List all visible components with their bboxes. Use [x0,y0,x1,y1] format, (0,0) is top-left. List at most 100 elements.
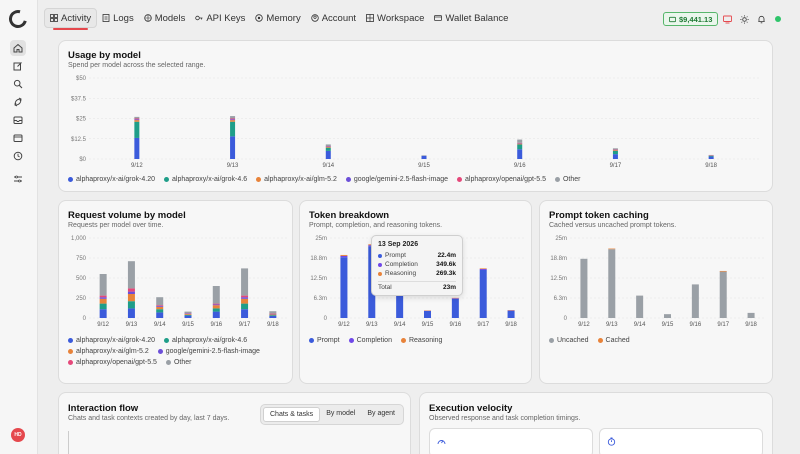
card-subtitle: Chats and task contexts created by day, … [68,415,230,422]
bar-segment [99,298,107,304]
sun-icon[interactable] [738,13,750,25]
legend-item[interactable]: alphaproxy/x-ai/grok-4.20 [68,337,155,344]
y-tick-label: 25m [315,236,327,242]
tooltip-value: 269.3k [436,270,456,277]
request-volume-chart: 1,000 750 500 250 0 9/12 9/13 9/14 9/15 9/16 9/17 9… [71,236,287,328]
folder-icon[interactable] [10,130,26,146]
legend-label: alphaproxy/x-ai/glm-5.2 [76,348,149,355]
x-tick-label: 9/15 [662,322,674,328]
bar-segment [479,268,487,270]
caching-legend: Uncached Cached [549,337,630,344]
prompt-caching-chart: 25m 18.8m 12.5m 6.3m 0 9/12 9/13 9/14 9/15 9/16 9/… [550,236,765,328]
x-tick-label: 9/14 [634,322,646,328]
legend-dot [165,360,171,365]
bar-segment [719,270,727,272]
legend-dot [68,360,73,365]
legend-item[interactable]: google/gemini-2.5-flash-image [345,176,448,183]
nav-label: Wallet Balance [445,12,509,24]
legend-item[interactable]: alphaproxy/x-ai/grok-4.6 [164,176,247,183]
legend-item[interactable]: Prompt [309,337,340,344]
edit-icon[interactable] [10,58,26,74]
card-subtitle: Prompt, completion, and reasoning tokens… [309,222,443,229]
bar-segment [241,309,249,318]
nav-activity[interactable]: Activity [44,8,98,30]
legend-label: alphaproxy/x-ai/glm-5.2 [264,176,337,183]
settings-sliders-icon[interactable] [10,171,26,187]
legend-dot [554,177,560,182]
nav-workspace[interactable]: Workspace [361,8,429,28]
bar-segment [608,249,616,318]
legend-label: Other [562,176,581,183]
bar-segment [269,316,277,318]
x-tick-label: 9/18 [267,322,279,328]
nav-logs[interactable]: Logs [97,8,139,28]
bar-segment [212,304,220,306]
bar-segment [340,255,348,258]
main-nav: Activity Logs Models API Keys Memory Acc… [44,8,513,30]
bar-segment [156,306,164,310]
legend-item[interactable]: alphaproxy/openai/gpt-5.5 [68,359,157,366]
bar-segment [134,119,140,121]
legend-dot [348,338,354,343]
app-logo[interactable] [5,6,31,32]
bell-icon[interactable] [755,13,767,25]
legend-dot [68,349,73,354]
legend-item[interactable]: Reasoning [400,337,442,344]
tokens-legend: Prompt Completion Reasoning [309,337,442,344]
wallet-badge[interactable]: $9,441.13 [663,12,719,26]
legend-item[interactable]: alphaproxy/x-ai/grok-4.6 [164,337,247,344]
legend-item[interactable]: alphaproxy/x-ai/glm-5.2 [256,176,337,183]
gauge-icon [437,440,446,445]
tooltip-value: 349.6k [436,261,456,268]
x-tick-label: 9/15 [422,322,434,328]
bar-segment [230,116,236,119]
legend-item[interactable]: Cached [597,337,630,344]
nav-memory[interactable]: Memory [250,8,305,28]
bar-segment [212,286,220,304]
y-tick-label: $25 [76,117,87,123]
inbox-icon[interactable] [10,112,26,128]
bar-segment [612,150,618,155]
nav-wallet-balance[interactable]: Wallet Balance [429,8,513,28]
bar-segment [241,303,249,310]
display-icon[interactable] [721,13,733,25]
legend-dot [256,177,262,182]
search-icon[interactable] [10,76,26,92]
legend-item[interactable]: alphaproxy/x-ai/grok-4.20 [68,176,155,183]
card-title: Prompt token caching [549,210,649,221]
x-tick-label: 9/14 [154,322,166,328]
legend-item[interactable]: alphaproxy/x-ai/glm-5.2 [68,348,149,355]
legend-label: alphaproxy/x-ai/grok-4.6 [172,337,248,344]
legend-item[interactable]: Other [554,176,581,183]
nav-account[interactable]: Account [306,8,361,28]
legend-item[interactable]: Uncached [549,337,589,344]
nav-api-keys[interactable]: API Keys [190,8,250,28]
bar-segment [396,289,404,318]
avatar[interactable]: HD [11,428,25,442]
tab-by-model[interactable]: By model [326,410,356,417]
bar-segment [127,308,135,318]
legend-item[interactable]: Other [165,359,191,366]
nav-models[interactable]: Models [139,8,191,28]
bar-segment [99,274,107,296]
legend-item[interactable]: alphaproxy/openai/gpt-5.5 [457,176,546,183]
tooltip-row-prompt: Prompt 22.4m [378,251,456,260]
bar-segment [99,309,107,318]
home-icon[interactable] [10,40,26,56]
x-tick-label: 9/12 [578,322,590,328]
bar-segment [156,309,164,313]
task-timing-card [599,428,763,454]
bar-segment [517,139,523,143]
usage-by-model-card: Usage by model Spend per model across th… [58,40,773,192]
tab-by-agent[interactable]: By agent [367,410,396,417]
wallet-icon [669,16,676,22]
automation-icon[interactable] [10,94,26,110]
tab-chats-tasks[interactable]: Chats & tasks [263,407,321,422]
clock-icon[interactable] [10,148,26,164]
usage-legend: alphaproxy/x-ai/grok-4.20 alphaproxy/x-ai… [68,176,581,183]
legend-item[interactable]: google/gemini-2.5-flash-image [157,348,260,355]
legend-label: google/gemini-2.5-flash-image [165,348,260,355]
interaction-view-toggle: Chats & tasks By model By agent [260,404,405,425]
legend-dot [400,338,406,343]
legend-item[interactable]: Completion [348,337,392,344]
